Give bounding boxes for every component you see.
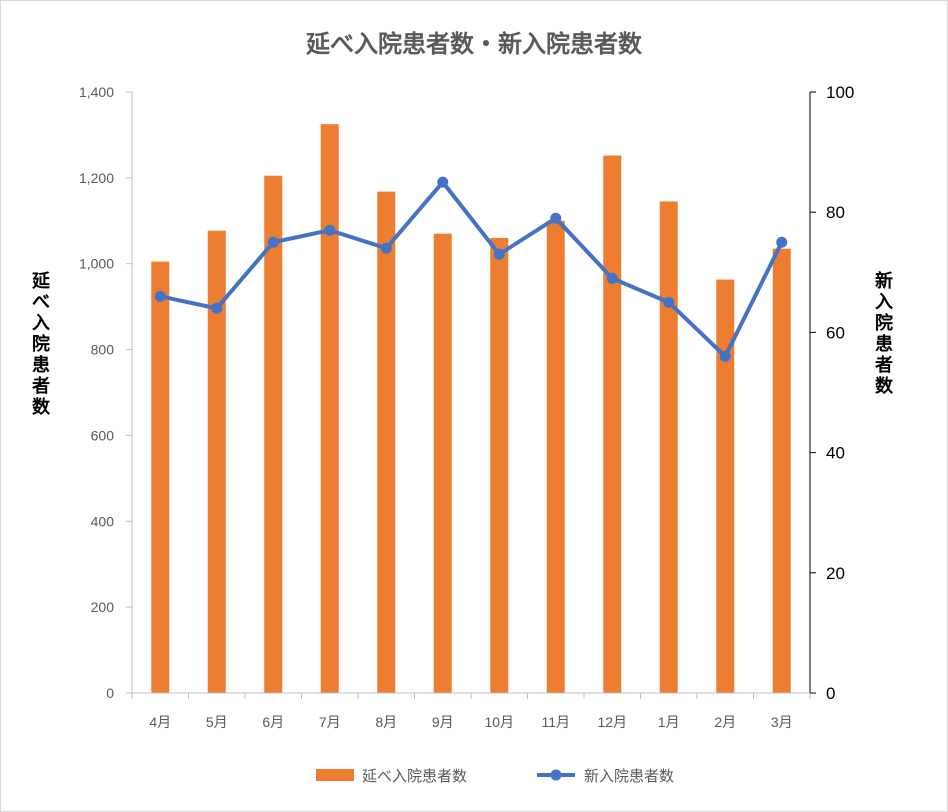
x-tick-label: 4月 [149, 714, 171, 730]
x-tick-label: 10月 [484, 714, 514, 730]
legend: 延べ入院患者数 新入院患者数 [316, 767, 674, 785]
right-tick-label: 0 [826, 684, 835, 703]
right-axis: 0 20 40 60 80 100 [809, 83, 854, 703]
axis-labels: 延べ入院患者数 新入院患者数 [31, 270, 894, 418]
bar-1月 [659, 201, 678, 694]
bar-3月 [772, 248, 791, 694]
bar-2月 [716, 279, 735, 693]
left-axis: 0 200 400 600 800 1,000 1,200 1,400 [79, 84, 133, 701]
bar-5月 [207, 230, 226, 693]
line-series-new-admissions [159, 180, 784, 359]
bar-4月 [151, 261, 170, 693]
legend-swatch-bar [316, 769, 354, 781]
line-point-3月 [776, 236, 788, 248]
line-point-9月 [437, 176, 449, 188]
y-axis-label-left: 延べ入院患者数 [31, 271, 51, 418]
line-point-6月 [267, 236, 279, 248]
x-tick-label: 3月 [771, 714, 793, 730]
line-point-1月 [663, 296, 675, 308]
x-tick-label: 7月 [319, 714, 341, 730]
line-point-7月 [324, 224, 336, 236]
x-tick-label: 9月 [432, 714, 454, 730]
left-tick-label: 600 [91, 427, 115, 443]
left-tick-label: 800 [91, 342, 115, 358]
chart-title: 延べ入院患者数・新入院患者数 [305, 30, 643, 58]
line-point-5月 [211, 302, 223, 314]
right-tick-label: 40 [826, 444, 845, 463]
y-axis-label-right: 新入院患者数 [874, 270, 894, 397]
bar-7月 [320, 124, 339, 694]
line-point-11月 [550, 212, 562, 224]
x-tick-label: 8月 [375, 714, 397, 730]
line-point-4月 [154, 290, 166, 302]
line-point-8月 [380, 242, 392, 254]
plot-area [151, 124, 791, 694]
bar-9月 [433, 233, 452, 693]
x-tick-label: 1月 [658, 714, 680, 730]
bar-10月 [490, 237, 509, 693]
left-tick-label: 200 [91, 599, 115, 615]
x-tick-label: 5月 [206, 714, 228, 730]
bar-6月 [264, 175, 283, 694]
line-point-12月 [606, 272, 618, 284]
x-axis: 4月 5月 6月 7月 8月 9月 10月 11月 12月 1月 2月 3月 [131, 692, 811, 730]
legend-swatch-marker [550, 769, 562, 781]
bar-8月 [377, 191, 396, 693]
left-tick-label: 400 [91, 513, 115, 529]
line-point-2月 [719, 350, 731, 362]
legend-label-bar: 延べ入院患者数 [362, 767, 467, 785]
bar-11月 [546, 220, 565, 694]
left-tick-label: 1,200 [79, 170, 114, 186]
legend-label-line: 新入院患者数 [584, 767, 674, 785]
right-tick-label: 20 [826, 564, 845, 583]
x-tick-label: 11月 [541, 714, 570, 730]
left-tick-label: 0 [106, 685, 114, 701]
left-tick-label: 1,000 [79, 256, 114, 272]
bar-12月 [603, 155, 622, 693]
right-tick-label: 60 [826, 323, 845, 342]
x-tick-label: 2月 [714, 714, 736, 730]
right-tick-label: 80 [826, 203, 845, 222]
left-tick-label: 1,400 [79, 84, 114, 100]
line-point-10月 [493, 248, 505, 260]
right-tick-label: 100 [826, 83, 854, 102]
x-tick-label: 12月 [597, 714, 627, 730]
x-tick-label: 6月 [262, 714, 284, 730]
